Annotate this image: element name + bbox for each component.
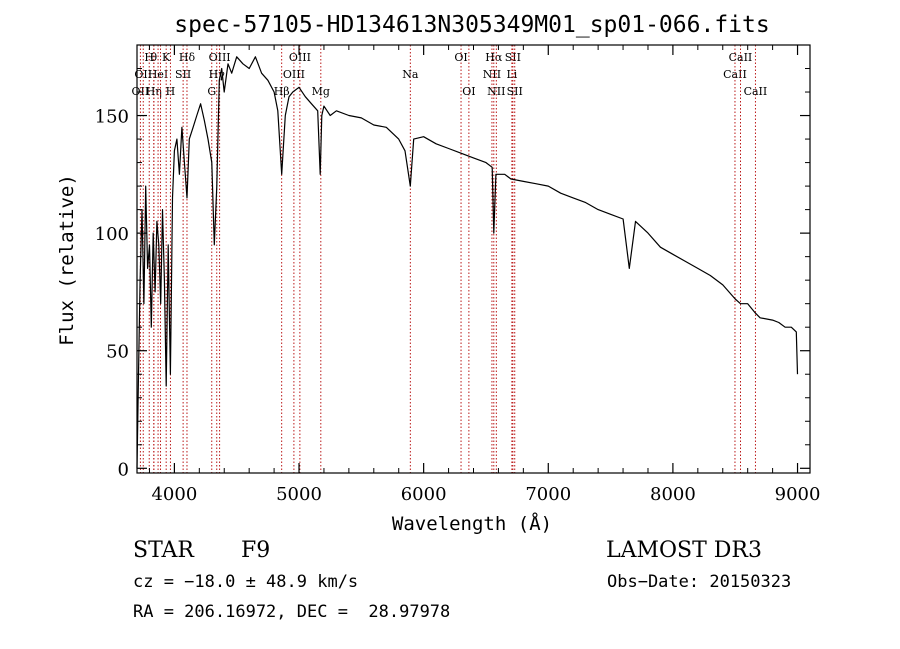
plot-frame <box>136 44 811 474</box>
spectral-line-label: CaII <box>723 68 747 81</box>
axis-ticks: 4000 5000 6000 7000 8000 9000 0 50 100 150 <box>95 45 821 505</box>
spectral-line-label: CaII <box>729 51 753 64</box>
spectral-line-label: OII <box>134 68 152 81</box>
spectral-line-label: SII <box>505 51 521 64</box>
spectral-line-label: OI <box>462 85 475 98</box>
spectral-line-label: Mg <box>312 85 330 98</box>
spectral-line-label: Hα <box>485 51 503 64</box>
spectral-line-label: SII <box>507 85 523 98</box>
spectral-line-label: CaII <box>744 85 768 98</box>
y-tick-label: 0 <box>118 459 129 480</box>
spectral-line-label: Hβ <box>274 85 290 98</box>
y-tick-label: 50 <box>106 342 129 363</box>
spectral-line-label: Hδ <box>179 51 196 64</box>
y-axis-label: Flux (relative) <box>56 174 78 346</box>
spectral-line-label: OI <box>454 51 467 64</box>
chart-title: spec-57105-HD134613N305349M01_sp01-066.f… <box>174 12 769 38</box>
spectral-line-label: OII <box>132 85 150 98</box>
x-tick-label: 8000 <box>650 484 696 505</box>
spectral-line-label: OIII <box>289 51 311 64</box>
y-tick-label: 150 <box>95 107 129 128</box>
spectral-subclass: F9 <box>241 538 271 563</box>
survey-name: LAMOST DR3 <box>606 538 762 563</box>
spectral-lines: OIIOIIHθHηHeIKHSIIHδGHγOIIIHβOIIIOIIIMgN… <box>132 45 768 473</box>
x-tick-label: 4000 <box>151 484 197 505</box>
spectral-line-label: SII <box>175 68 191 81</box>
x-tick-label: 5000 <box>276 484 322 505</box>
spectrum-series-line <box>136 56 799 469</box>
spectral-line-label: Li <box>506 68 517 81</box>
spectral-line-label: H <box>144 51 154 64</box>
spectral-line-label: OIII <box>209 51 231 64</box>
y-tick-label: 100 <box>95 224 129 245</box>
x-tick-label: 6000 <box>401 484 447 505</box>
coordinates: RA = 206.16972, DEC = 28.97978 <box>133 602 451 622</box>
spectral-line-label: NII <box>487 85 505 98</box>
spectral-line-label: θ <box>151 51 158 64</box>
spectral-line-label: Hη <box>146 85 162 98</box>
spectral-line-label: HeI <box>148 68 168 81</box>
observation-date: Obs−Date: 20150323 <box>607 572 792 592</box>
spectral-line-label: NII <box>483 68 501 81</box>
object-class: STAR <box>133 538 194 563</box>
x-tick-label: 9000 <box>775 484 821 505</box>
spectral-line-label: G <box>207 85 216 98</box>
redshift-velocity: cz = −18.0 ± 48.9 km/s <box>133 572 359 592</box>
spectral-line-label: H <box>166 85 176 98</box>
spectral-line-label: Na <box>402 68 419 81</box>
x-tick-label: 7000 <box>525 484 571 505</box>
spectral-line-label: OIII <box>283 68 305 81</box>
spectral-line-label: K <box>162 51 171 64</box>
x-axis-label: Wavelength (Å) <box>392 512 552 535</box>
